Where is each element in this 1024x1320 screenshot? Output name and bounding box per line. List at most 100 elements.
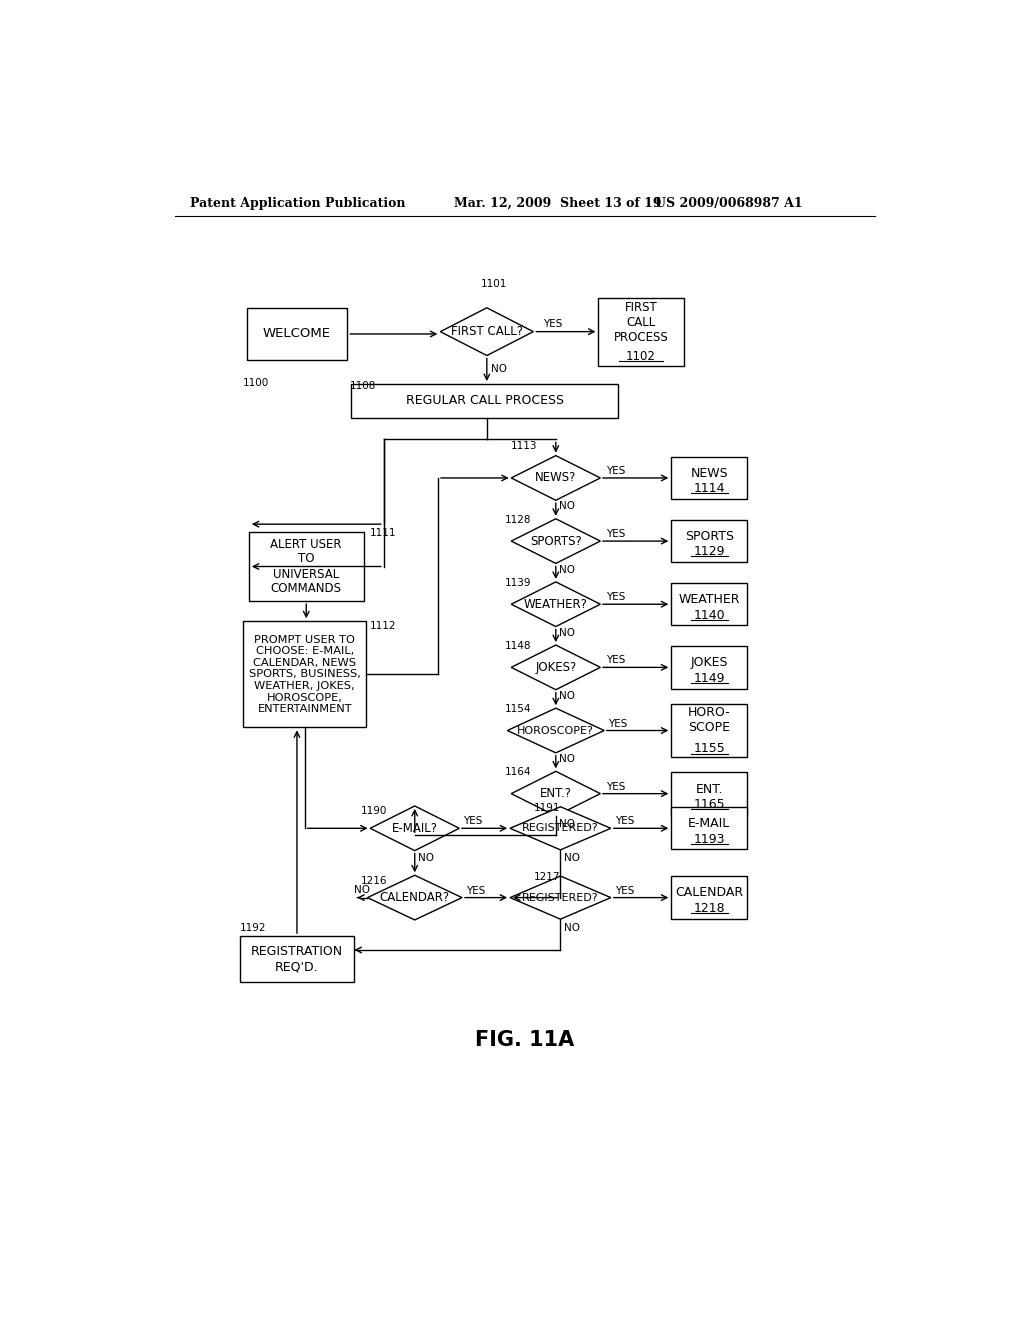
- Text: YES: YES: [614, 886, 634, 896]
- Text: YES: YES: [607, 718, 627, 729]
- Text: WELCOME: WELCOME: [263, 327, 331, 341]
- Text: NO: NO: [559, 565, 574, 574]
- Polygon shape: [440, 308, 534, 355]
- Text: 1113: 1113: [511, 441, 538, 450]
- Bar: [672, 876, 748, 919]
- Polygon shape: [511, 771, 600, 816]
- Text: E-MAIL: E-MAIL: [688, 817, 730, 830]
- Bar: [672, 520, 748, 562]
- Text: 1100: 1100: [243, 378, 269, 388]
- Text: WEATHER?: WEATHER?: [524, 598, 588, 611]
- Text: 1101: 1101: [480, 279, 507, 289]
- Text: REGULAR CALL PROCESS: REGULAR CALL PROCESS: [406, 395, 563, 408]
- Text: FIRST CALL?: FIRST CALL?: [451, 325, 523, 338]
- Text: 1148: 1148: [505, 640, 531, 651]
- Bar: [240, 936, 354, 982]
- Text: 1193: 1193: [693, 833, 725, 846]
- Bar: [672, 807, 748, 850]
- Text: SPORTS: SPORTS: [685, 529, 734, 543]
- Text: YES: YES: [606, 529, 626, 539]
- Text: REGISTERED?: REGISTERED?: [522, 892, 599, 903]
- Polygon shape: [511, 645, 600, 689]
- Text: JOKES: JOKES: [690, 656, 728, 669]
- Text: NO: NO: [559, 754, 574, 764]
- Text: NO: NO: [563, 924, 580, 933]
- Text: ENT.: ENT.: [695, 783, 723, 796]
- Text: E-MAIL?: E-MAIL?: [392, 822, 437, 834]
- Polygon shape: [511, 519, 600, 564]
- Text: NEWS: NEWS: [690, 467, 728, 480]
- Text: 1155: 1155: [693, 742, 725, 755]
- Bar: [672, 705, 748, 756]
- Text: 1192: 1192: [240, 924, 266, 933]
- Text: HORO-
SCOPE: HORO- SCOPE: [688, 706, 731, 734]
- Polygon shape: [510, 876, 611, 919]
- Polygon shape: [368, 875, 462, 920]
- Text: Mar. 12, 2009  Sheet 13 of 19: Mar. 12, 2009 Sheet 13 of 19: [454, 197, 662, 210]
- Text: 1112: 1112: [370, 620, 396, 631]
- Text: 1149: 1149: [693, 672, 725, 685]
- Text: 1191: 1191: [534, 803, 560, 813]
- Text: 1216: 1216: [360, 875, 387, 886]
- Text: US 2009/0068987 A1: US 2009/0068987 A1: [655, 197, 803, 210]
- Text: 1165: 1165: [693, 797, 725, 810]
- Text: NO: NO: [353, 884, 370, 895]
- Text: YES: YES: [466, 886, 485, 896]
- Text: SPORTS?: SPORTS?: [530, 535, 582, 548]
- Bar: [351, 384, 618, 418]
- Polygon shape: [511, 455, 600, 500]
- Text: NO: NO: [490, 364, 507, 375]
- Text: YES: YES: [614, 816, 634, 826]
- Text: 1114: 1114: [693, 482, 725, 495]
- Text: Patent Application Publication: Patent Application Publication: [190, 197, 406, 210]
- Text: CALENDAR?: CALENDAR?: [380, 891, 450, 904]
- Text: WEATHER: WEATHER: [679, 593, 740, 606]
- Bar: [672, 772, 748, 814]
- Text: HOROSCOPE?: HOROSCOPE?: [517, 726, 594, 735]
- Text: FIG. 11A: FIG. 11A: [475, 1030, 574, 1049]
- Text: ENT.?: ENT.?: [540, 787, 571, 800]
- Polygon shape: [371, 807, 460, 850]
- Text: 1218: 1218: [693, 902, 725, 915]
- Text: 1154: 1154: [505, 704, 531, 714]
- Bar: [672, 647, 748, 689]
- Text: 1129: 1129: [693, 545, 725, 558]
- Text: ALERT USER
TO
UNIVERSAL
COMMANDS: ALERT USER TO UNIVERSAL COMMANDS: [270, 537, 342, 595]
- Text: YES: YES: [606, 656, 626, 665]
- Text: YES: YES: [606, 781, 626, 792]
- Polygon shape: [511, 582, 600, 627]
- Bar: [598, 298, 684, 366]
- Bar: [244, 622, 366, 727]
- Bar: [247, 308, 347, 360]
- Text: 1102: 1102: [626, 350, 656, 363]
- Polygon shape: [507, 708, 604, 752]
- Text: 1139: 1139: [505, 578, 531, 587]
- Text: YES: YES: [606, 593, 626, 602]
- Text: 1217: 1217: [534, 871, 560, 882]
- Text: NO: NO: [559, 690, 574, 701]
- Bar: [672, 583, 748, 626]
- Bar: [672, 457, 748, 499]
- Text: 1190: 1190: [360, 807, 387, 816]
- Bar: [249, 532, 364, 601]
- Text: NEWS?: NEWS?: [536, 471, 577, 484]
- Text: 1164: 1164: [505, 767, 531, 777]
- Text: REGISTERED?: REGISTERED?: [522, 824, 599, 833]
- Text: JOKES?: JOKES?: [536, 661, 577, 675]
- Text: FIRST
CALL
PROCESS: FIRST CALL PROCESS: [613, 301, 669, 345]
- Text: YES: YES: [606, 466, 626, 477]
- Polygon shape: [510, 807, 611, 850]
- Text: REGISTRATION
REQ'D.: REGISTRATION REQ'D.: [251, 945, 343, 973]
- Text: 1140: 1140: [693, 609, 725, 622]
- Text: PROMPT USER TO
CHOOSE: E-MAIL,
CALENDAR, NEWS
SPORTS, BUSINESS,
WEATHER, JOKES,
: PROMPT USER TO CHOOSE: E-MAIL, CALENDAR,…: [249, 635, 360, 714]
- Text: 1128: 1128: [505, 515, 531, 524]
- Text: YES: YES: [543, 319, 562, 329]
- Text: CALENDAR: CALENDAR: [675, 887, 743, 899]
- Text: NO: NO: [559, 818, 574, 829]
- Text: 1108: 1108: [349, 380, 376, 391]
- Text: 1111: 1111: [370, 528, 396, 539]
- Text: NO: NO: [563, 853, 580, 862]
- Text: NO: NO: [559, 628, 574, 638]
- Text: NO: NO: [418, 853, 434, 863]
- Text: NO: NO: [559, 502, 574, 511]
